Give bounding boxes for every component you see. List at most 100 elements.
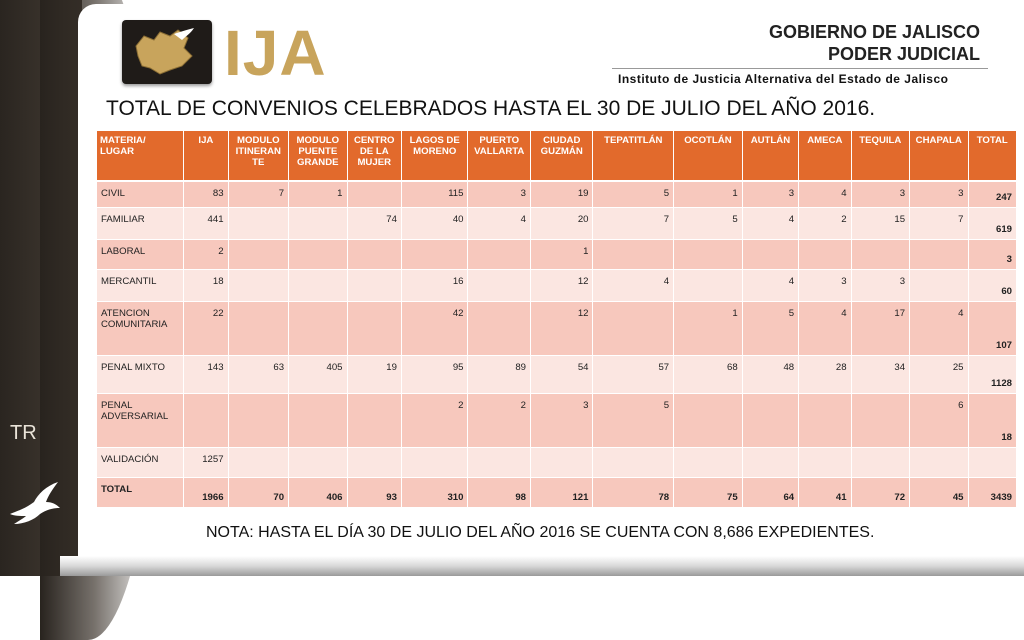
table-cell: 310	[401, 477, 469, 508]
table-cell: 12	[530, 269, 594, 302]
table-cell	[673, 269, 743, 302]
column-header: MATERIA/ LUGAR	[97, 131, 185, 182]
table-cell	[467, 301, 531, 356]
table-cell	[288, 239, 348, 270]
column-header: IJA	[183, 131, 229, 182]
table-cell: 2	[467, 393, 531, 448]
table-cell: 3	[909, 181, 969, 208]
column-header: OCOTLÁN	[673, 131, 743, 182]
table-cell	[798, 393, 852, 448]
table-cell: 4	[798, 301, 852, 356]
table-cell	[909, 269, 969, 302]
table-cell: 1	[530, 239, 594, 270]
table-cell: 1257	[183, 447, 229, 478]
table-cell: 143	[183, 355, 229, 394]
table-cell	[401, 447, 469, 478]
table-cell: 1	[673, 301, 743, 356]
table-cell	[401, 239, 469, 270]
table-cell: 5	[673, 207, 743, 240]
table-cell	[673, 447, 743, 478]
table-row: FAMILIAR 441 74 40 4 20 7 5 4 2 15 7 619	[97, 207, 1017, 240]
table-cell: 3	[851, 269, 911, 302]
table-cell: 3	[467, 181, 531, 208]
table-cell	[592, 447, 675, 478]
table-cell	[288, 447, 348, 478]
table-header-row: MATERIA/ LUGAR IJA MODULO ITINERAN TE MO…	[97, 131, 1017, 182]
table-cell	[288, 207, 348, 240]
table-cell: 115	[401, 181, 469, 208]
table-cell: 1966	[183, 477, 229, 508]
dove-icon	[10, 482, 60, 524]
table-row: LABORAL 2 1 3	[97, 239, 1017, 270]
table-cell	[183, 393, 229, 448]
table-cell: 4	[909, 301, 969, 356]
table-cell	[742, 447, 800, 478]
table-cell	[228, 269, 290, 302]
table-row: ATENCION COMUNITARIA 22 42 12 1 5 4 17 4 107	[97, 301, 1017, 356]
table-cell: 441	[183, 207, 229, 240]
table-cell: 4	[467, 207, 531, 240]
row-total-cell: 1128	[968, 355, 1017, 394]
table-cell: 78	[592, 477, 675, 508]
row-total-cell: 247	[968, 181, 1017, 208]
table-cell: 19	[347, 355, 402, 394]
table-cell: 5	[592, 181, 675, 208]
table-cell: 68	[673, 355, 743, 394]
table-cell: 93	[347, 477, 402, 508]
table-cell: 15	[851, 207, 911, 240]
table-cell: 2	[183, 239, 229, 270]
table-cell: 45	[909, 477, 969, 508]
table-cell: 63	[228, 355, 290, 394]
table-cell	[673, 239, 743, 270]
table-cell: 1	[673, 181, 743, 208]
table-cell: 7	[228, 181, 290, 208]
table-cell: 4	[592, 269, 675, 302]
table-cell: 83	[183, 181, 229, 208]
row-total-cell: 107	[968, 301, 1017, 356]
table-total-row: TOTAL 1966 70 406 93 310 98 121 78 75 64 41 72 45 3439	[97, 477, 1017, 508]
table-cell: 57	[592, 355, 675, 394]
table-cell: 3	[798, 269, 852, 302]
table-cell: 54	[530, 355, 594, 394]
row-total-cell: 3	[968, 239, 1017, 270]
table-cell	[798, 447, 852, 478]
page-title: TOTAL DE CONVENIOS CELEBRADOS HASTA EL 3…	[106, 97, 876, 120]
row-label: TOTAL	[97, 477, 185, 508]
column-header: CENTRO DE LA MUJER	[347, 131, 402, 182]
table-cell	[742, 239, 800, 270]
table-cell: 28	[798, 355, 852, 394]
table-cell: 121	[530, 477, 594, 508]
table-cell: 40	[401, 207, 469, 240]
table-row: MERCANTIL 18 16 12 4 4 3 3 60	[97, 269, 1017, 302]
table-cell: 16	[401, 269, 469, 302]
column-header: TOTAL	[968, 131, 1017, 182]
table-cell: 64	[742, 477, 800, 508]
table-cell: 3	[851, 181, 911, 208]
table-cell: 405	[288, 355, 348, 394]
table-cell	[347, 269, 402, 302]
header-divider	[612, 68, 988, 69]
table-cell	[288, 393, 348, 448]
table-cell	[288, 301, 348, 356]
table-cell	[228, 447, 290, 478]
table-cell: 12	[530, 301, 594, 356]
table-cell	[742, 393, 800, 448]
table-cell: 19	[530, 181, 594, 208]
table-row: CIVIL 83 7 1 115 3 19 5 1 3 4 3 3 247	[97, 181, 1017, 208]
table-cell: 41	[798, 477, 852, 508]
side-label: TR	[10, 422, 37, 444]
table-cell: 5	[742, 301, 800, 356]
table-cell	[851, 393, 911, 448]
table-row: PENAL ADVERSARIAL 2 2 3 5 6 18	[97, 393, 1017, 448]
table-cell: 406	[288, 477, 348, 508]
column-header: AUTLÁN	[742, 131, 800, 182]
table-cell: 18	[183, 269, 229, 302]
row-total-cell: 18	[968, 393, 1017, 448]
table-cell	[288, 269, 348, 302]
table-cell	[673, 393, 743, 448]
institute-name: Instituto de Justicia Alternativa del Es…	[618, 72, 949, 86]
row-label: PENAL MIXTO	[97, 355, 185, 394]
table-body: CIVIL 83 7 1 115 3 19 5 1 3 4 3 3 247 FAMILIAR 441 74 40 4…	[97, 181, 1017, 508]
table-cell	[798, 239, 852, 270]
table-cell: 25	[909, 355, 969, 394]
